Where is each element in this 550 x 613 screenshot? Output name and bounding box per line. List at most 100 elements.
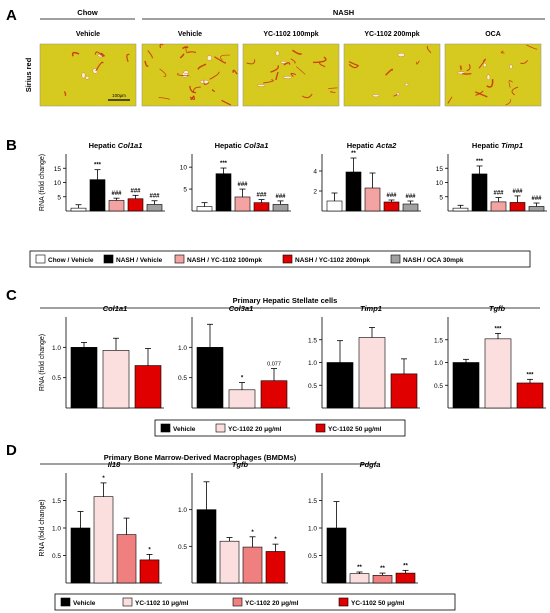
y-tick-label: 1.0 xyxy=(308,360,317,367)
vessel-mark xyxy=(183,70,189,74)
significance-label: * xyxy=(102,476,105,482)
fibrosis-strand xyxy=(63,91,67,97)
y-tick-label: 1.5 xyxy=(308,498,317,505)
vessel-mark xyxy=(275,50,280,56)
bar xyxy=(326,200,343,212)
significance-label: ### xyxy=(405,194,416,200)
chart-title-prefix: Hepatic xyxy=(347,141,376,150)
significance-label: ** xyxy=(403,563,408,569)
image-label: Vehicle xyxy=(178,31,202,38)
y-tick-label: 0.5 xyxy=(52,553,61,560)
legend-label: NASH / YC-1102 200mpk xyxy=(295,257,370,264)
legend-swatch xyxy=(215,423,226,433)
chart-title: Hepatic Col3a1 xyxy=(215,141,269,150)
legend-swatch xyxy=(338,597,349,607)
fibrosis-strand xyxy=(292,49,303,55)
micrograph xyxy=(444,43,542,107)
legend-label: YC-1102 50 μg/ml xyxy=(328,426,382,433)
significance-label: * xyxy=(274,537,277,543)
significance-label: ** xyxy=(351,151,356,157)
bar xyxy=(395,572,416,584)
vessel-mark xyxy=(280,61,287,64)
bar xyxy=(364,187,381,212)
image-label: YC-1102 200mpk xyxy=(364,31,419,38)
bar xyxy=(383,201,400,212)
y-tick-label: 1.5 xyxy=(434,337,443,344)
fibrosis-strand xyxy=(348,61,360,67)
fibrosis-strand xyxy=(283,62,291,66)
y-tick-label: 1.0 xyxy=(308,526,317,533)
chart-title-gene: Pdgfa xyxy=(360,460,381,469)
fibrosis-strand xyxy=(263,79,274,84)
bar xyxy=(452,362,480,409)
bar xyxy=(509,202,526,212)
y-tick-label: 0.5 xyxy=(434,383,443,390)
chart-title-gene: Timp1 xyxy=(360,304,382,313)
bar xyxy=(196,206,213,212)
group-label-chow: Chow xyxy=(77,8,98,17)
y-tick-label: 15 xyxy=(436,166,444,173)
y-tick-label: 0.5 xyxy=(52,375,61,382)
bar xyxy=(127,198,144,212)
legend-swatch xyxy=(282,254,293,264)
vessel-mark xyxy=(397,52,405,57)
micrograph xyxy=(141,43,239,107)
fibrosis-strand xyxy=(100,52,106,57)
legends: Chow / Vehicle NASH / Vehicle NASH / YC-11… xyxy=(29,250,531,611)
chart-title-gene: Col1a1 xyxy=(103,304,128,313)
fibrosis-strand xyxy=(214,56,226,64)
bar xyxy=(228,389,256,409)
bar xyxy=(70,527,91,584)
vessel-mark xyxy=(483,62,487,68)
fibrosis-strand xyxy=(189,96,196,101)
y-tick-label: 15 xyxy=(54,166,62,173)
chart-title: Tgfb xyxy=(232,460,249,469)
chart-title: Timp1 xyxy=(360,304,382,313)
chart-title-gene: Col1a1 xyxy=(118,141,143,150)
legend-swatch xyxy=(390,254,401,264)
significance-label: ### xyxy=(275,194,286,200)
significance-label: *** xyxy=(494,326,502,332)
chart-d-tgfb: Tgfb 0.5 1.0 * * xyxy=(178,460,288,584)
chart-b-acta2: Hepatic Acta2 2 4 ** ### ### xyxy=(313,141,421,212)
legend-frame xyxy=(29,250,531,268)
bar xyxy=(326,362,354,409)
bar xyxy=(89,179,106,212)
image-label: YC-1102 100mpk xyxy=(263,31,318,38)
fibrosis-strand xyxy=(290,58,296,64)
legend-label: NASH / OCA 30mpk xyxy=(403,257,464,264)
panel-letter-b: B xyxy=(6,137,17,154)
fibrosis-strand xyxy=(508,80,513,88)
legend-c: Vehicle YC-1102 20 μg/ml YC-1102 50 μg/ml xyxy=(154,419,406,437)
bar xyxy=(452,207,469,212)
legend-swatch xyxy=(122,597,133,607)
y-tick-label: 10 xyxy=(436,180,444,187)
bar xyxy=(253,202,270,212)
bar xyxy=(196,347,224,409)
y-tick-label: 0.5 xyxy=(308,553,317,560)
image-label: OCA xyxy=(485,31,501,38)
chart-b-col1a1: Hepatic Col1a1 5 10 15 RNA (fold change) *** #… xyxy=(39,141,165,212)
micrograph-texture xyxy=(445,44,541,106)
fibrosis-strand xyxy=(486,79,494,88)
vessel-mark xyxy=(256,84,266,87)
significance-label: *** xyxy=(220,161,228,167)
fibrosis-strand xyxy=(505,99,511,106)
legend-swatch xyxy=(232,597,243,607)
legend-swatch xyxy=(160,423,171,433)
vessel-mark xyxy=(206,55,212,61)
legend-label: Vehicle xyxy=(173,426,196,433)
micrograph-texture xyxy=(243,44,339,106)
fibrosis-strand xyxy=(520,60,529,64)
chart-title-prefix: Hepatic xyxy=(215,141,244,150)
fibrosis-strand xyxy=(348,63,359,69)
legend-label: YC-1102 20 μg/ml xyxy=(228,426,282,433)
row-label-sirius-red: Sirius red xyxy=(24,57,33,92)
bar xyxy=(358,337,386,409)
bar xyxy=(196,509,217,584)
fibrosis-strand xyxy=(203,80,210,86)
panel-letter-c: C xyxy=(6,287,17,304)
significance-label: ### xyxy=(130,188,141,194)
fibrosis-strand xyxy=(295,66,306,75)
